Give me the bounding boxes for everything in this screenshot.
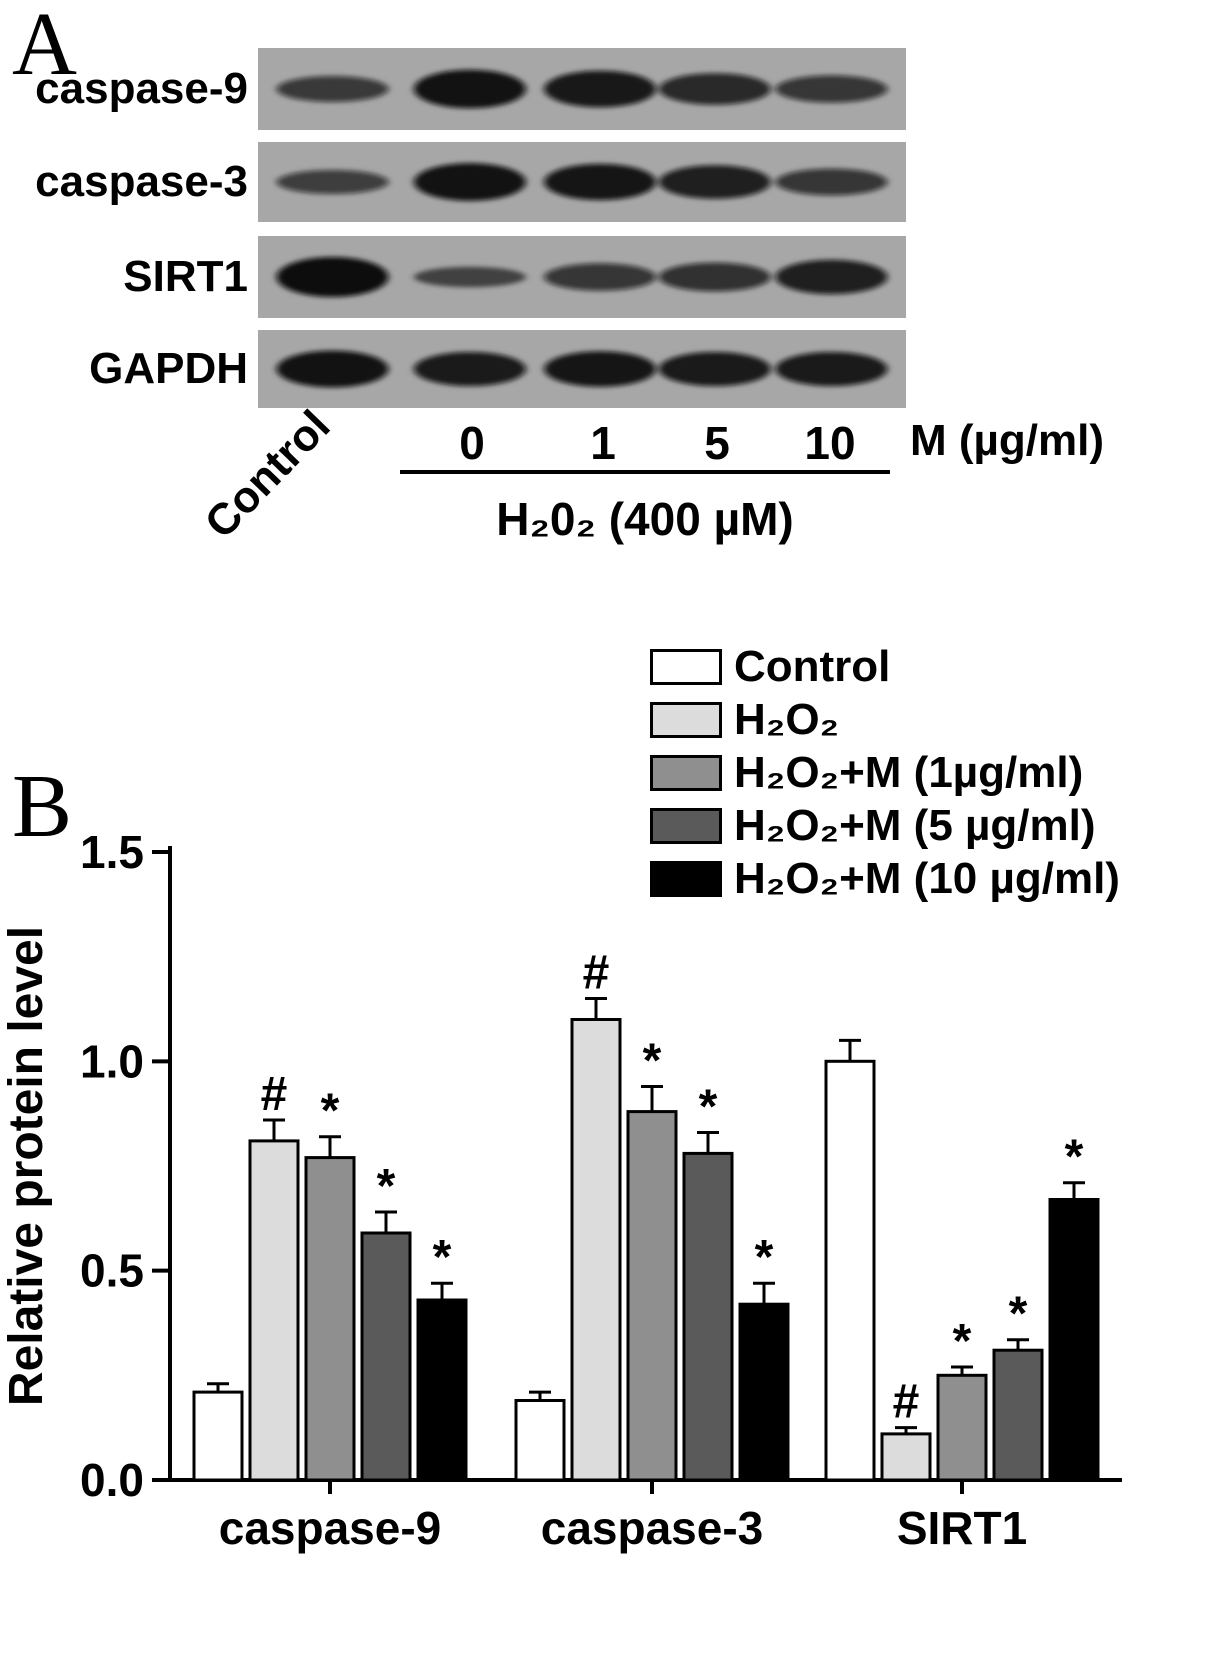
y-tick-label: 0.0 (80, 1454, 144, 1506)
y-tick-label: 1.5 (80, 826, 144, 878)
blot-row-caspase-9: caspase-9 (0, 48, 906, 130)
legend-swatch (650, 861, 722, 897)
x-category-label: caspase-3 (541, 1502, 764, 1554)
lane-label-control: Control (195, 401, 340, 548)
treatment-label: H₂0₂ (400 µM) (496, 493, 794, 545)
blot-band (775, 168, 888, 196)
bar (570, 1018, 622, 1482)
significance-marker: * (643, 1035, 662, 1088)
blot-band (276, 170, 389, 194)
legend-swatch (650, 755, 722, 791)
blot-band (544, 163, 657, 201)
lane-label-dose-1: 1 (590, 417, 616, 469)
legend-swatch (650, 702, 722, 738)
chart-legend: Control H₂O₂ H₂O₂+M (1µg/ml) H₂O₂+M (5 µ… (650, 642, 1120, 903)
significance-marker: * (433, 1231, 452, 1284)
panel-b-letter: B (12, 757, 73, 856)
treatment-underline (400, 470, 890, 474)
blot-strip-sirt1 (258, 236, 906, 318)
legend-swatch (650, 649, 722, 685)
blot-row-sirt1: SIRT1 (0, 236, 906, 318)
blot-band (413, 69, 526, 109)
significance-marker: * (953, 1315, 972, 1368)
legend-item-h2o2-m10: H₂O₂+M (10 µg/ml) (650, 854, 1120, 903)
blot-band (775, 75, 888, 103)
x-category-label: caspase-9 (219, 1502, 442, 1554)
significance-marker: * (1065, 1131, 1084, 1184)
bar (360, 1231, 412, 1482)
legend-label: Control (734, 642, 891, 691)
bar (880, 1432, 932, 1482)
blot-label: SIRT1 (123, 252, 248, 301)
legend-item-h2o2-m5: H₂O₂+M (5 µg/ml) (650, 801, 1120, 850)
blot-band (413, 163, 526, 201)
blot-band (544, 70, 657, 108)
blot-bands (276, 69, 888, 109)
legend-item-control: Control (650, 642, 1120, 691)
bar-chart: 0.0 0.5 1.0 1.5 Relative protein level caspas… (0, 826, 1122, 1554)
blot-row-gapdh: GAPDH (0, 330, 906, 408)
lane-label-dose-5: 5 (704, 417, 730, 469)
blot-band (775, 351, 888, 387)
significance-marker: * (755, 1231, 774, 1284)
blot-label: caspase-9 (35, 64, 248, 113)
blot-band (413, 266, 526, 288)
bar (626, 1110, 678, 1482)
x-category-label: SIRT1 (897, 1502, 1027, 1554)
bar (304, 1156, 356, 1482)
legend-swatch (650, 808, 722, 844)
blot-label: GAPDH (89, 344, 248, 393)
bar (416, 1298, 468, 1482)
significance-marker: # (583, 947, 610, 1000)
lane-label-dose-0: 0 (459, 417, 485, 469)
bar (936, 1373, 988, 1482)
lane-label-dose-10: 10 (804, 417, 856, 469)
bar (682, 1151, 734, 1482)
legend-item-h2o2-m1: H₂O₂+M (1µg/ml) (650, 748, 1120, 797)
panel-a-letter: A (12, 0, 77, 94)
blot-band (544, 351, 657, 387)
blot-band (276, 76, 389, 102)
bar (514, 1399, 566, 1482)
blot-row-caspase-3: caspase-3 (0, 142, 906, 222)
y-tick-label: 0.5 (80, 1245, 144, 1297)
legend-label: H₂O₂+M (1µg/ml) (734, 748, 1084, 797)
blot-band (544, 263, 657, 291)
blot-band (658, 262, 771, 292)
y-tick-label: 1.0 (80, 1035, 144, 1087)
dose-unit-label: M (µg/ml) (910, 416, 1104, 465)
blot-band (658, 351, 771, 387)
bar (824, 1059, 876, 1482)
blot-band (276, 257, 389, 297)
significance-marker: * (1009, 1288, 1028, 1341)
bar (192, 1390, 244, 1482)
bar (992, 1348, 1044, 1482)
significance-marker: # (261, 1068, 288, 1121)
blot-band (775, 259, 888, 295)
blot-bands (276, 257, 888, 297)
blot-band (658, 165, 771, 199)
blot-bands (276, 163, 888, 201)
significance-marker: * (377, 1160, 396, 1213)
blot-strip-caspase-9 (258, 48, 906, 130)
significance-marker: * (699, 1081, 718, 1134)
blot-band (276, 350, 389, 388)
blot-band (413, 351, 526, 387)
legend-item-h2o2: H₂O₂ (650, 695, 1120, 744)
blot-strip-caspase-3 (258, 142, 906, 222)
bar (1048, 1198, 1100, 1482)
blot-strip-gapdh (258, 330, 906, 408)
legend-label: H₂O₂+M (10 µg/ml) (734, 854, 1120, 903)
legend-label: H₂O₂+M (5 µg/ml) (734, 801, 1096, 850)
blot-bands (276, 350, 888, 388)
significance-marker: * (321, 1085, 340, 1138)
legend-label: H₂O₂ (734, 695, 840, 744)
significance-marker: # (893, 1376, 920, 1429)
blot-label: caspase-3 (35, 157, 248, 206)
y-axis-label: Relative protein level (0, 926, 53, 1406)
bar (738, 1302, 790, 1482)
blot-band (658, 73, 771, 105)
bar (248, 1139, 300, 1482)
